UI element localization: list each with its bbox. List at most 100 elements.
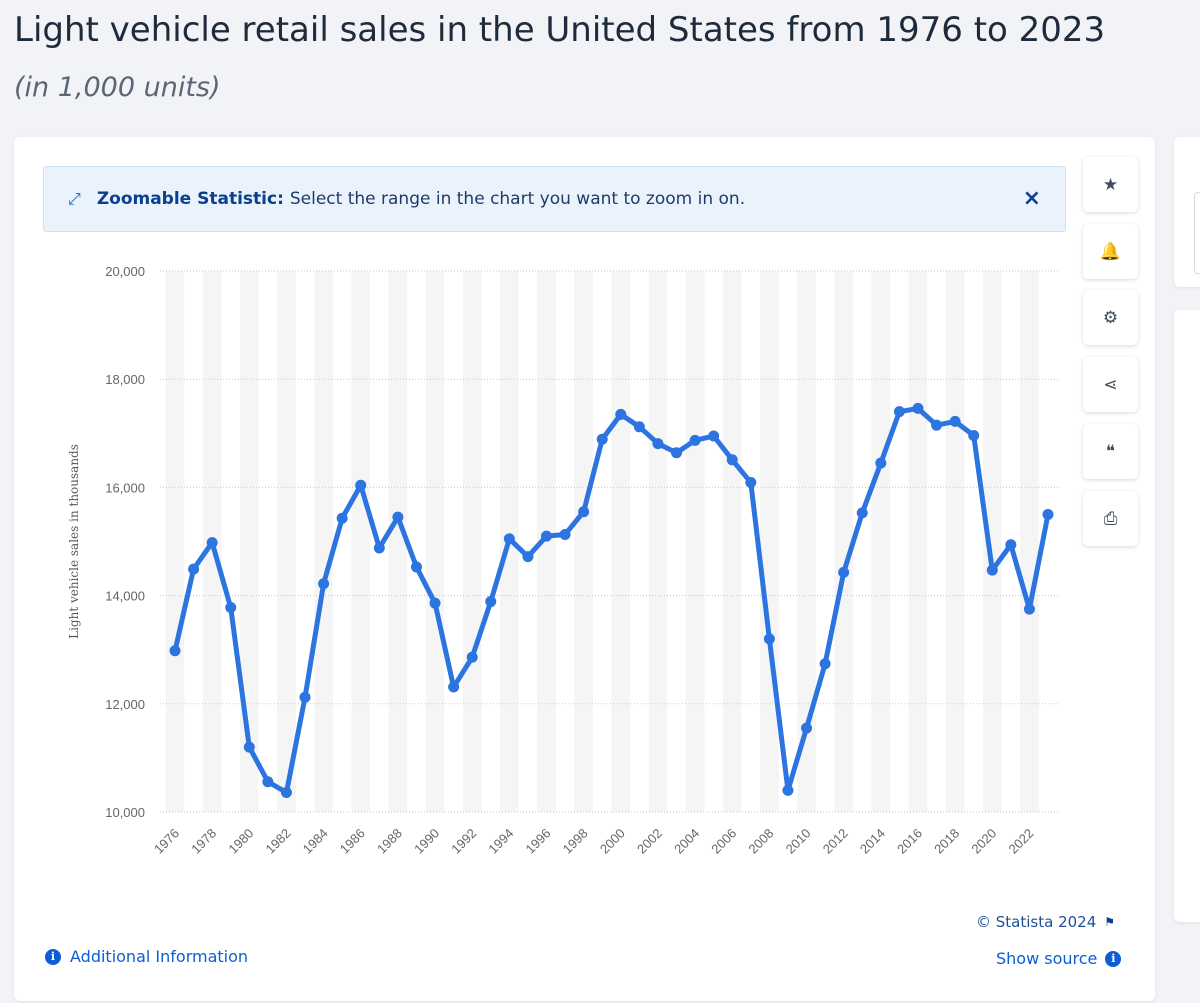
data-point xyxy=(652,438,664,450)
page-title: Light vehicle retail sales in the United… xyxy=(14,10,1106,50)
grid-band xyxy=(425,271,445,812)
data-point xyxy=(448,681,460,693)
x-tick-label: 1980 xyxy=(225,826,256,857)
x-tick-label: 2020 xyxy=(968,826,999,857)
x-tick-label: 2016 xyxy=(894,826,925,857)
data-point xyxy=(615,408,627,420)
data-point xyxy=(355,479,367,491)
grid-band xyxy=(945,271,965,812)
y-tick-label: 14,000 xyxy=(105,589,145,604)
x-tick-label: 2004 xyxy=(671,826,702,857)
close-icon[interactable]: × xyxy=(1022,186,1041,211)
quote-icon: ❝ xyxy=(1105,441,1116,461)
favorite-button[interactable]: ★ xyxy=(1083,157,1138,212)
x-tick-label: 1976 xyxy=(151,826,182,857)
grid-band xyxy=(760,271,779,812)
x-tick-label: 2014 xyxy=(857,826,888,857)
side-panel-bottom xyxy=(1174,310,1200,922)
x-tick-label: 2000 xyxy=(597,826,628,857)
data-point xyxy=(225,602,237,614)
copyright-text[interactable]: © Statista 2024 ⚑ xyxy=(976,913,1115,931)
flag-icon: ⚑ xyxy=(1104,915,1116,929)
data-point xyxy=(596,433,608,445)
data-point xyxy=(262,776,274,788)
x-tick-label: 1998 xyxy=(560,826,591,857)
data-point xyxy=(485,596,497,608)
grid-band xyxy=(611,271,631,812)
side-panel-top xyxy=(1174,137,1200,287)
data-point xyxy=(522,551,534,563)
data-point xyxy=(838,566,850,578)
data-point xyxy=(373,542,385,554)
grid-band xyxy=(908,271,928,812)
data-point xyxy=(1023,603,1035,615)
data-point xyxy=(392,511,404,523)
settings-button[interactable]: ⚙ xyxy=(1083,290,1138,345)
data-point xyxy=(671,447,683,459)
y-tick-label: 20,000 xyxy=(105,264,145,279)
data-point xyxy=(336,512,348,524)
data-point xyxy=(169,645,181,657)
x-tick-label: 2010 xyxy=(783,826,814,857)
grid-band xyxy=(797,271,816,812)
data-point xyxy=(540,530,552,542)
grid-band xyxy=(165,271,185,812)
data-point xyxy=(745,477,757,489)
data-point xyxy=(708,430,720,442)
cite-button[interactable]: ❝ xyxy=(1083,424,1138,479)
show-source-label: Show source xyxy=(996,949,1098,968)
y-tick-label: 16,000 xyxy=(105,480,145,495)
zoom-banner-text: Select the range in the chart you want t… xyxy=(289,189,746,209)
zoom-banner: ⤢ Zoomable Statistic: Select the range i… xyxy=(43,166,1066,232)
share-icon: ⋖ xyxy=(1103,374,1118,394)
data-point xyxy=(931,419,943,431)
data-point xyxy=(466,651,478,663)
grid-band xyxy=(722,271,742,812)
data-point xyxy=(280,787,292,799)
data-point xyxy=(410,561,422,573)
show-source-link[interactable]: Show source i xyxy=(996,949,1122,968)
x-tick-label: 1984 xyxy=(300,826,331,857)
print-button[interactable]: ⎙ xyxy=(1083,491,1138,546)
x-tick-label: 1992 xyxy=(448,826,479,857)
y-tick-label: 12,000 xyxy=(105,697,145,712)
data-point xyxy=(968,429,980,441)
grid-band xyxy=(1020,271,1039,812)
data-point xyxy=(188,563,200,575)
data-point xyxy=(243,741,255,753)
x-tick-label: 1982 xyxy=(263,826,294,857)
data-point xyxy=(893,406,905,418)
grid-band xyxy=(834,271,853,812)
data-point xyxy=(856,507,868,519)
x-tick-label: 2012 xyxy=(820,826,851,857)
share-button[interactable]: ⋖ xyxy=(1083,357,1138,412)
grid-band xyxy=(574,271,593,812)
data-point xyxy=(633,421,645,433)
notification-button[interactable]: 🔔 xyxy=(1083,224,1138,279)
info-icon: i xyxy=(1105,950,1122,967)
x-tick-label: 1990 xyxy=(411,826,442,857)
data-point xyxy=(206,537,218,549)
data-point xyxy=(912,402,924,414)
grid-band xyxy=(685,271,705,812)
grid-band xyxy=(240,271,259,812)
grid-band xyxy=(277,271,296,812)
print-icon: ⎙ xyxy=(1103,508,1118,528)
x-tick-label: 2006 xyxy=(708,826,739,857)
copyright-label: © Statista 2024 xyxy=(976,913,1097,931)
grid-band xyxy=(982,271,1002,812)
x-tick-label: 1986 xyxy=(337,826,368,857)
x-tick-label: 1988 xyxy=(374,826,405,857)
star-icon: ★ xyxy=(1102,174,1119,194)
gear-icon: ⚙ xyxy=(1102,307,1119,327)
bell-icon: 🔔 xyxy=(1099,241,1122,261)
x-tick-label: 2008 xyxy=(745,826,776,857)
page-subtitle: (in 1,000 units) xyxy=(14,72,221,103)
zoom-banner-label: Zoomable Statistic: xyxy=(96,189,284,209)
y-tick-label: 10,000 xyxy=(105,805,145,820)
data-point xyxy=(949,415,961,427)
data-point xyxy=(819,658,831,670)
x-tick-label: 1994 xyxy=(485,826,516,857)
additional-information-link[interactable]: i Additional Information xyxy=(45,947,248,966)
